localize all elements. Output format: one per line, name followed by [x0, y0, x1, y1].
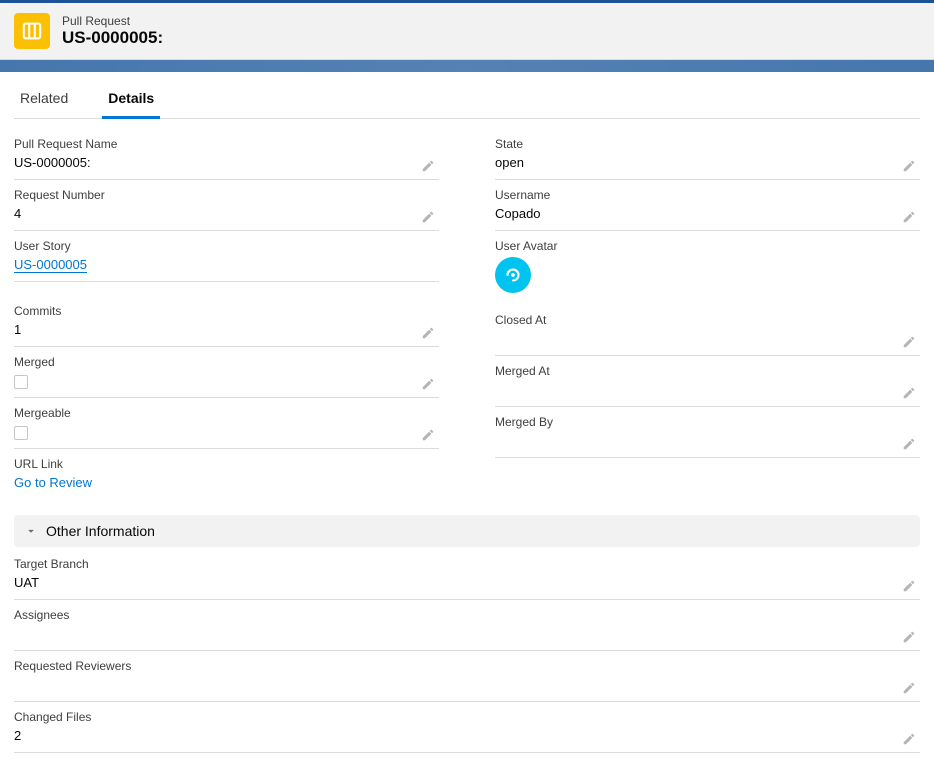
label-merged-at: Merged At: [495, 364, 920, 378]
field-target-branch: Target Branch UAT: [14, 557, 920, 600]
field-user-avatar: User Avatar: [495, 239, 920, 299]
value-target-branch: UAT: [14, 575, 920, 593]
pencil-icon[interactable]: [902, 335, 916, 349]
field-state: State open: [495, 137, 920, 180]
avatar: [495, 257, 531, 293]
label-assignees: Assignees: [14, 608, 920, 622]
pencil-icon[interactable]: [902, 437, 916, 451]
field-assignees: Assignees: [14, 608, 920, 651]
value-request-number: 4: [14, 206, 439, 224]
form-grid: Pull Request Name US-0000005: Request Nu…: [14, 137, 920, 761]
field-merged: Merged: [14, 355, 439, 398]
value-user-story: US-0000005: [14, 257, 439, 275]
label-changed-files: Changed Files: [14, 710, 920, 724]
header-text: Pull Request US-0000005:: [62, 14, 163, 48]
label-merged-by: Merged By: [495, 415, 920, 429]
label-mergeable: Mergeable: [14, 406, 439, 420]
pencil-icon[interactable]: [421, 326, 435, 340]
pencil-icon[interactable]: [421, 428, 435, 442]
value-username: Copado: [495, 206, 920, 224]
value-state: open: [495, 155, 920, 173]
field-merged-at: Merged At: [495, 364, 920, 407]
pencil-icon[interactable]: [421, 377, 435, 391]
label-url-link: URL Link: [14, 457, 439, 471]
field-changed-files: Changed Files 2: [14, 710, 920, 753]
right-column: State open Username Copado User Avatar C…: [495, 137, 920, 507]
field-requested-reviewers: Requested Reviewers: [14, 659, 920, 702]
label-user-avatar: User Avatar: [495, 239, 920, 253]
tab-related[interactable]: Related: [14, 78, 74, 119]
label-request-number: Request Number: [14, 188, 439, 202]
user-story-link[interactable]: US-0000005: [14, 257, 87, 273]
value-requested-reviewers: [14, 677, 920, 695]
label-merged: Merged: [14, 355, 439, 369]
value-merged-at: [495, 382, 920, 400]
tabs: Related Details: [14, 78, 920, 119]
field-merged-by: Merged By: [495, 415, 920, 458]
record-icon: [14, 13, 50, 49]
label-user-story: User Story: [14, 239, 439, 253]
value-merged: [14, 373, 439, 391]
pencil-icon[interactable]: [902, 681, 916, 695]
pencil-icon[interactable]: [902, 210, 916, 224]
field-mergeable: Mergeable: [14, 406, 439, 449]
label-commits: Commits: [14, 304, 439, 318]
field-commits: Commits 1: [14, 304, 439, 347]
tab-details[interactable]: Details: [102, 78, 160, 119]
content-area: Related Details Pull Request Name US-000…: [0, 78, 934, 781]
value-closed-at: [495, 331, 920, 349]
pencil-icon[interactable]: [902, 386, 916, 400]
label-requested-reviewers: Requested Reviewers: [14, 659, 920, 673]
field-pull-request-name: Pull Request Name US-0000005:: [14, 137, 439, 180]
label-closed-at: Closed At: [495, 313, 920, 327]
value-pull-request-name: US-0000005:: [14, 155, 439, 173]
page-header: Pull Request US-0000005:: [0, 3, 934, 60]
pencil-icon[interactable]: [902, 732, 916, 746]
field-url-link: URL Link Go to Review: [14, 457, 439, 499]
pencil-icon[interactable]: [421, 159, 435, 173]
field-request-number: Request Number 4: [14, 188, 439, 231]
value-url-link[interactable]: Go to Review: [14, 475, 439, 493]
header-subtitle: Pull Request: [62, 14, 163, 28]
value-commits: 1: [14, 322, 439, 340]
value-mergeable: [14, 424, 439, 442]
field-user-story: User Story US-0000005: [14, 239, 439, 282]
header-title: US-0000005:: [62, 28, 163, 48]
pencil-icon[interactable]: [902, 630, 916, 644]
section-other-information[interactable]: Other Information: [14, 515, 920, 547]
value-changed-files: 2: [14, 728, 920, 746]
merged-checkbox[interactable]: [14, 375, 28, 389]
mergeable-checkbox[interactable]: [14, 426, 28, 440]
section-title: Other Information: [46, 523, 155, 539]
decorative-band: [0, 60, 934, 72]
label-pull-request-name: Pull Request Name: [14, 137, 439, 151]
value-assignees: [14, 626, 920, 644]
value-merged-by: [495, 433, 920, 451]
pencil-icon[interactable]: [421, 210, 435, 224]
pencil-icon[interactable]: [902, 579, 916, 593]
label-state: State: [495, 137, 920, 151]
spacer: [14, 290, 439, 304]
field-closed-at: Closed At: [495, 313, 920, 356]
full-width-fields: Target Branch UAT Assignees Requested Re…: [14, 557, 920, 761]
label-username: Username: [495, 188, 920, 202]
pencil-icon[interactable]: [902, 159, 916, 173]
left-column: Pull Request Name US-0000005: Request Nu…: [14, 137, 439, 507]
field-username: Username Copado: [495, 188, 920, 231]
chevron-down-icon: [24, 524, 38, 538]
label-target-branch: Target Branch: [14, 557, 920, 571]
